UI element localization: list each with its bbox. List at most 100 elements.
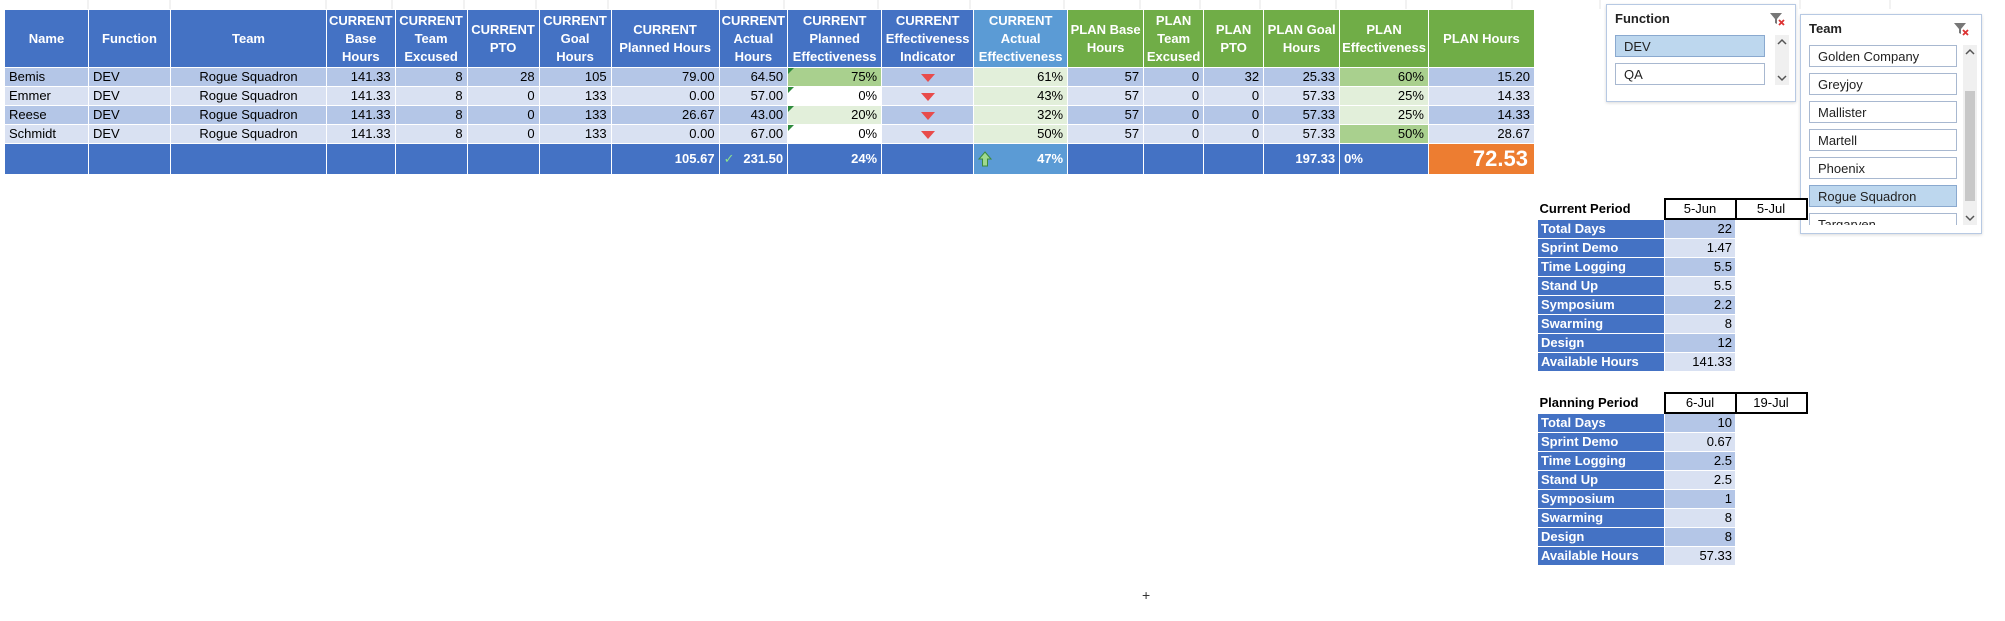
- table-cell[interactable]: 141.33: [326, 86, 396, 106]
- period-value[interactable]: 8: [1664, 527, 1736, 547]
- period-value[interactable]: 2.5: [1664, 470, 1736, 490]
- period-label[interactable]: Total Days: [1537, 412, 1665, 433]
- total-actual-hours[interactable]: ✓ 231.50: [718, 143, 789, 175]
- table-cell[interactable]: 26.67: [610, 105, 720, 125]
- period-value[interactable]: 57.33: [1664, 546, 1736, 566]
- period-label[interactable]: Swarming: [1537, 314, 1665, 334]
- table-cell[interactable]: 141.33: [326, 67, 396, 87]
- clear-filter-icon[interactable]: [1769, 11, 1785, 27]
- table-cell[interactable]: 133: [538, 124, 612, 144]
- table-cell[interactable]: 25.33: [1263, 67, 1341, 87]
- actual-effectiveness-cell[interactable]: 61%: [973, 67, 1069, 87]
- team-cell[interactable]: Rogue Squadron: [170, 105, 327, 125]
- table-cell[interactable]: 0: [466, 124, 540, 144]
- effectiveness-indicator-cell[interactable]: [881, 67, 975, 87]
- period-value[interactable]: 0.67: [1664, 432, 1736, 452]
- period-value[interactable]: 1.47: [1664, 238, 1736, 258]
- period-label[interactable]: Stand Up: [1537, 470, 1665, 490]
- period-value[interactable]: 141.33: [1664, 352, 1736, 372]
- table-cell[interactable]: 57.33: [1263, 105, 1341, 125]
- table-cell[interactable]: 57.33: [1263, 124, 1341, 144]
- empty-total-cell[interactable]: [1203, 143, 1265, 175]
- actual-effectiveness-cell[interactable]: 32%: [973, 105, 1069, 125]
- table-cell[interactable]: 79.00: [610, 67, 720, 87]
- total-actual-effectiveness[interactable]: 47%: [973, 143, 1069, 175]
- table-cell[interactable]: 64.50: [718, 67, 789, 87]
- actual-effectiveness-cell[interactable]: 50%: [973, 124, 1069, 144]
- period-label[interactable]: Symposium: [1537, 295, 1665, 315]
- table-cell[interactable]: 0: [1203, 105, 1265, 125]
- table-cell[interactable]: 141.33: [326, 124, 396, 144]
- table-cell[interactable]: 0: [1143, 86, 1205, 106]
- period-value[interactable]: 5.5: [1664, 276, 1736, 296]
- period-label[interactable]: Design: [1537, 527, 1665, 547]
- current-period-start[interactable]: 5-Jun: [1663, 198, 1737, 220]
- function-slicer-scrollbar[interactable]: [1775, 35, 1789, 85]
- effectiveness-indicator-cell[interactable]: [881, 86, 975, 106]
- planned-effectiveness-cell[interactable]: 0%: [787, 124, 883, 144]
- planned-effectiveness-cell[interactable]: 75%: [787, 67, 883, 87]
- table-cell[interactable]: 0.00: [610, 86, 720, 106]
- empty-total-cell[interactable]: [538, 143, 612, 175]
- period-value[interactable]: 8: [1664, 314, 1736, 334]
- period-value[interactable]: 1: [1664, 489, 1736, 509]
- effectiveness-indicator-cell[interactable]: [881, 124, 975, 144]
- plan-hours-cell[interactable]: 28.67: [1427, 124, 1535, 144]
- table-cell[interactable]: 57: [1067, 124, 1145, 144]
- function-cell[interactable]: DEV: [88, 86, 171, 106]
- current-period-end[interactable]: 5-Jul: [1734, 198, 1808, 220]
- period-value[interactable]: 5.5: [1664, 257, 1736, 277]
- slicer-item-mallister[interactable]: Mallister: [1809, 101, 1957, 123]
- plan-hours-cell[interactable]: 14.33: [1427, 86, 1535, 106]
- table-cell[interactable]: 0: [1203, 124, 1265, 144]
- table-cell[interactable]: 141.33: [326, 105, 396, 125]
- period-value[interactable]: 22: [1664, 218, 1736, 239]
- empty-total-cell[interactable]: [1067, 143, 1145, 175]
- table-cell[interactable]: 43.00: [718, 105, 789, 125]
- table-cell[interactable]: 105: [538, 67, 612, 87]
- planning-period-start[interactable]: 6-Jul: [1663, 392, 1737, 414]
- period-label[interactable]: Time Logging: [1537, 451, 1665, 471]
- slicer-item-qa[interactable]: QA: [1615, 63, 1765, 85]
- plan-effectiveness-cell[interactable]: 25%: [1339, 105, 1429, 125]
- table-cell[interactable]: 28: [466, 67, 540, 87]
- period-label[interactable]: Total Days: [1537, 218, 1665, 239]
- empty-total-cell[interactable]: [88, 143, 171, 175]
- table-cell[interactable]: 0: [1143, 67, 1205, 87]
- table-cell[interactable]: 133: [538, 86, 612, 106]
- slicer-item-martell[interactable]: Martell: [1809, 129, 1957, 151]
- period-label[interactable]: Available Hours: [1537, 546, 1665, 566]
- function-slicer[interactable]: Function DEV QA: [1606, 4, 1796, 102]
- period-label[interactable]: Symposium: [1537, 489, 1665, 509]
- table-cell[interactable]: 0: [1143, 124, 1205, 144]
- table-cell[interactable]: 8: [394, 105, 468, 125]
- plan-effectiveness-cell[interactable]: 50%: [1339, 124, 1429, 144]
- table-cell[interactable]: 57: [1067, 86, 1145, 106]
- planning-period-end[interactable]: 19-Jul: [1734, 392, 1808, 414]
- table-cell[interactable]: 67.00: [718, 124, 789, 144]
- period-value[interactable]: 8: [1664, 508, 1736, 528]
- team-cell[interactable]: Rogue Squadron: [170, 67, 327, 87]
- table-cell[interactable]: 32: [1203, 67, 1265, 87]
- total-plan-hours[interactable]: 72.53: [1427, 143, 1535, 175]
- table-cell[interactable]: 0: [1203, 86, 1265, 106]
- scroll-thumb[interactable]: [1965, 91, 1975, 201]
- period-label[interactable]: Time Logging: [1537, 257, 1665, 277]
- empty-total-cell[interactable]: [326, 143, 396, 175]
- scroll-up-icon[interactable]: [1963, 47, 1977, 57]
- table-cell[interactable]: 0: [466, 105, 540, 125]
- period-value[interactable]: 2.5: [1664, 451, 1736, 471]
- total-plan-goal-hours[interactable]: 197.33: [1263, 143, 1341, 175]
- plan-effectiveness-cell[interactable]: 60%: [1339, 67, 1429, 87]
- scroll-down-icon[interactable]: [1963, 213, 1977, 223]
- table-cell[interactable]: 8: [394, 86, 468, 106]
- empty-total-cell[interactable]: [881, 143, 975, 175]
- slicer-item-phoenix[interactable]: Phoenix: [1809, 157, 1957, 179]
- clear-filter-icon[interactable]: [1953, 21, 1969, 37]
- period-label[interactable]: Stand Up: [1537, 276, 1665, 296]
- team-cell[interactable]: Rogue Squadron: [170, 124, 327, 144]
- period-label[interactable]: Sprint Demo: [1537, 432, 1665, 452]
- table-cell[interactable]: 8: [394, 124, 468, 144]
- period-value[interactable]: 2.2: [1664, 295, 1736, 315]
- function-cell[interactable]: DEV: [88, 67, 171, 87]
